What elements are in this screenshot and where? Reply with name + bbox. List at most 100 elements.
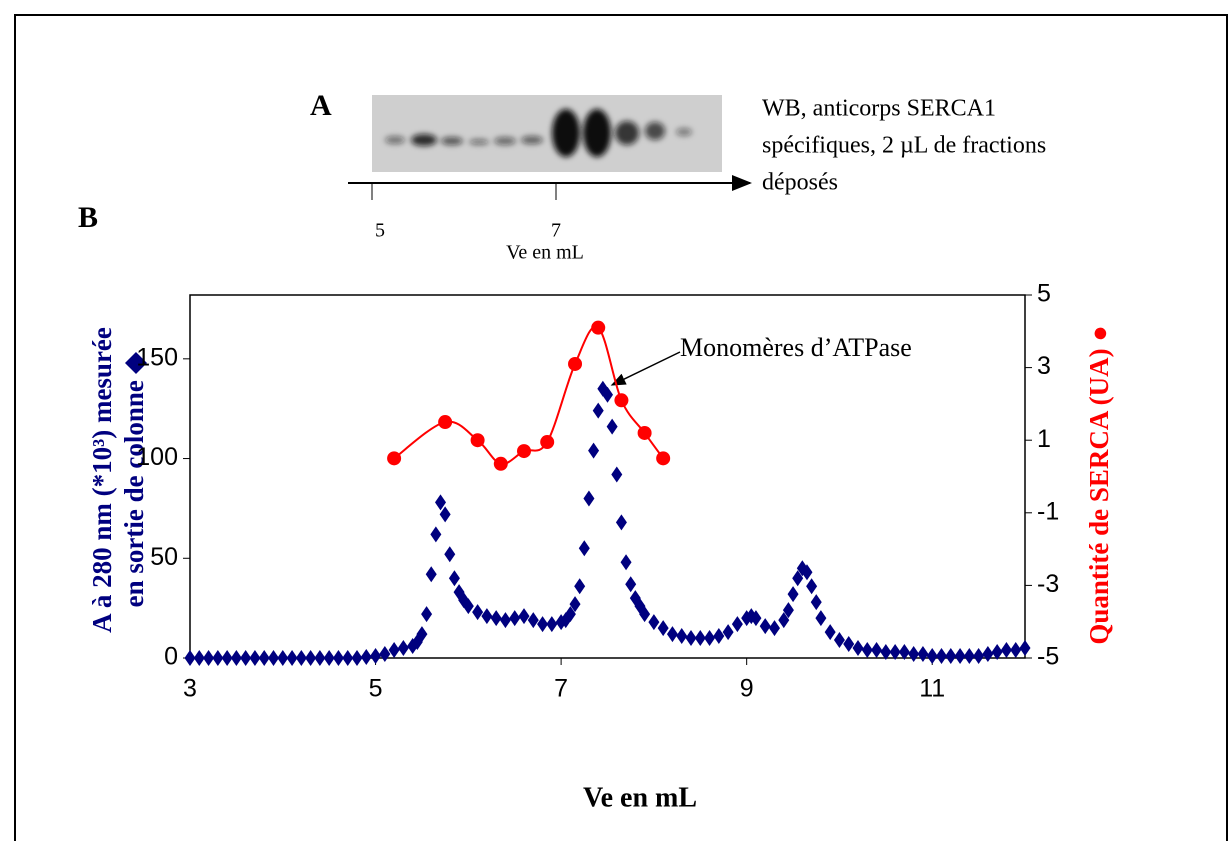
data-point — [499, 612, 511, 629]
data-point — [824, 624, 836, 641]
data-point — [694, 630, 706, 647]
annotation: Monomères d’ATPase — [680, 333, 912, 362]
x-tick-label: 3 — [183, 675, 197, 703]
data-point — [518, 608, 530, 625]
x-tick-label: 9 — [740, 675, 754, 703]
y-axis-label: en sortie de colonne ◆ — [119, 351, 149, 607]
data-point — [305, 650, 317, 666]
data-point — [212, 650, 224, 666]
data-point — [861, 642, 873, 659]
data-point — [574, 578, 586, 595]
data-point — [388, 642, 400, 659]
data-point — [295, 650, 307, 666]
data-point — [1010, 642, 1022, 659]
y2-tick-label: 1 — [1037, 425, 1051, 453]
y2-axis-label: Quantité de SERCA (UA) ● — [1084, 325, 1114, 644]
data-point — [782, 602, 794, 619]
data-point — [439, 506, 451, 523]
data-point — [806, 578, 818, 595]
annotation-arrow — [610, 351, 681, 386]
data-point — [332, 650, 344, 666]
data-point — [462, 598, 474, 615]
data-point — [517, 444, 531, 459]
data-point — [614, 393, 629, 408]
data-point — [973, 648, 985, 665]
data-point — [360, 649, 372, 666]
y2-tick-label: 3 — [1037, 352, 1051, 380]
data-point — [606, 418, 618, 435]
data-point — [852, 640, 864, 657]
data-point — [926, 648, 938, 665]
blot-tick-label: 5 — [375, 220, 385, 242]
blot-caption: WB, anticorps SERCA1 — [762, 96, 996, 122]
data-point — [184, 650, 196, 666]
data-point — [759, 618, 771, 635]
data-point — [657, 620, 669, 637]
blot — [372, 95, 722, 172]
data-point — [917, 646, 929, 663]
data-point — [676, 628, 688, 645]
data-point — [416, 626, 428, 643]
y2-tick-label: -5 — [1037, 643, 1059, 671]
y2-tick-label: -1 — [1037, 497, 1059, 525]
data-point — [435, 494, 446, 511]
data-point — [230, 650, 242, 666]
y2-tick-label: -3 — [1037, 570, 1059, 598]
blot-axis-label: Ve en mL — [506, 242, 584, 264]
data-point — [620, 554, 632, 571]
data-point — [602, 386, 613, 403]
data-point — [722, 624, 734, 641]
x-tick-label: 5 — [369, 675, 383, 703]
data-point — [625, 576, 637, 593]
y-axis-label: A à 280 nm (*10³) mesurée — [87, 327, 117, 633]
data-point — [833, 632, 845, 649]
data-point — [792, 570, 804, 587]
data-point — [889, 644, 901, 661]
data-point — [778, 612, 790, 629]
data-point — [637, 425, 652, 440]
data-point — [438, 415, 453, 430]
data-point — [963, 648, 975, 665]
data-point — [880, 644, 892, 661]
data-point — [578, 540, 590, 557]
y-tick-label: 100 — [136, 443, 178, 471]
data-point — [448, 570, 460, 587]
data-point — [769, 620, 780, 637]
data-point — [444, 546, 456, 563]
data-point — [472, 604, 484, 621]
data-point — [801, 564, 813, 581]
data-point — [481, 608, 493, 625]
blot-tick-label: 7 — [551, 220, 561, 242]
data-point — [425, 566, 437, 583]
data-point — [982, 646, 994, 663]
data-point — [843, 636, 855, 653]
data-point — [908, 646, 920, 663]
data-point — [203, 650, 215, 666]
data-point — [787, 586, 799, 603]
data-point — [527, 612, 539, 629]
data-point — [323, 650, 335, 666]
panel-label: B — [78, 201, 98, 234]
data-point — [240, 650, 252, 666]
data-point — [685, 630, 697, 647]
panel-label: A — [310, 89, 332, 122]
data-point — [268, 650, 279, 666]
data-point — [936, 648, 947, 665]
y-tick-label: 150 — [136, 343, 178, 371]
data-point — [591, 320, 606, 335]
data-point — [731, 616, 743, 633]
data-point — [387, 451, 402, 466]
data-point — [1019, 640, 1031, 657]
data-point — [509, 610, 521, 627]
blot-caption: déposés — [762, 170, 838, 196]
data-point — [569, 596, 581, 613]
data-point — [615, 514, 627, 531]
data-point — [314, 650, 326, 666]
data-point — [540, 435, 555, 450]
y2-tick-label: 5 — [1037, 280, 1051, 308]
data-point — [397, 640, 409, 657]
blot-caption: spécifiques, 2 µL de fractions — [762, 133, 1046, 159]
data-point — [648, 614, 660, 631]
data-point — [221, 650, 233, 666]
